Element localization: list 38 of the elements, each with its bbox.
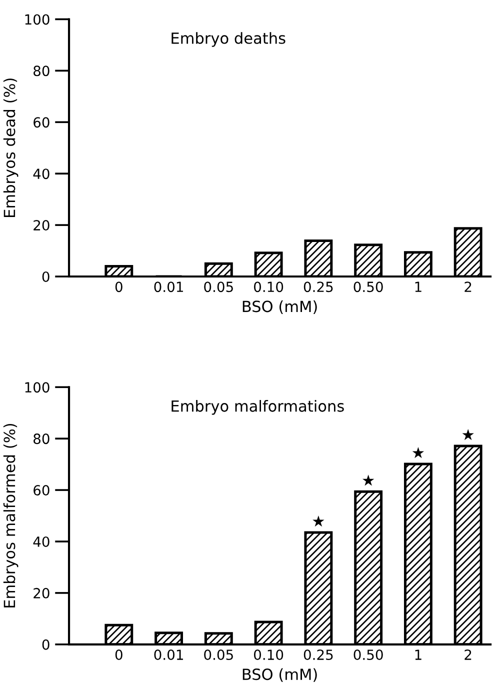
x-tick-label: 0 bbox=[115, 282, 122, 292]
y-tick-label: 80 bbox=[34, 66, 50, 76]
x-tick-label: 0.01 bbox=[154, 282, 183, 292]
y-tick-label: 100 bbox=[25, 382, 50, 393]
annotation: ★ bbox=[362, 474, 374, 486]
text: Embryo malformations bbox=[172, 400, 344, 415]
x-tick-label: 0.50 bbox=[354, 282, 383, 292]
y-tick-label: 100 bbox=[25, 14, 50, 25]
x-tick-label: 0.10 bbox=[254, 650, 284, 660]
x-tick-label: 0.05 bbox=[204, 650, 233, 660]
y-tick-label: 20 bbox=[34, 220, 50, 231]
y-tick-label: 0 bbox=[42, 639, 50, 650]
y-tick-label: 40 bbox=[33, 168, 50, 180]
x-tick-label: 2 bbox=[464, 650, 472, 660]
y-axis-title: Embryos malformed (%) bbox=[3, 424, 18, 608]
x-tick-label: 0.25 bbox=[304, 650, 333, 660]
y-tick-label: 60 bbox=[34, 485, 50, 496]
x-tick-label: 0.10 bbox=[254, 282, 284, 292]
x-tick-label: 2 bbox=[464, 282, 472, 292]
x-axis-title: BSO (mM) bbox=[242, 668, 317, 682]
x-axis-title: BSO (mM) bbox=[242, 300, 317, 314]
y-tick-label: 0 bbox=[42, 271, 50, 282]
y-tick-label: 80 bbox=[34, 434, 50, 444]
annotation: ★ bbox=[462, 429, 474, 440]
x-tick-label: 1 bbox=[415, 650, 422, 660]
y-axis-title: Embryos dead (%) bbox=[3, 78, 18, 217]
annotation: ★ bbox=[312, 515, 324, 527]
annotation: ★ bbox=[412, 447, 424, 458]
y-tick-label: 20 bbox=[34, 588, 50, 598]
x-tick-label: 0.05 bbox=[204, 282, 233, 292]
x-tick-label: 0.50 bbox=[354, 650, 383, 660]
text: Embryo deaths bbox=[172, 32, 286, 47]
y-tick-label: 60 bbox=[34, 117, 50, 128]
x-tick-label: 0.01 bbox=[154, 650, 183, 660]
x-tick-label: 0 bbox=[115, 650, 122, 660]
x-tick-label: 1 bbox=[415, 282, 422, 292]
y-tick-label: 40 bbox=[33, 536, 50, 547]
x-tick-label: 0.25 bbox=[304, 282, 333, 292]
